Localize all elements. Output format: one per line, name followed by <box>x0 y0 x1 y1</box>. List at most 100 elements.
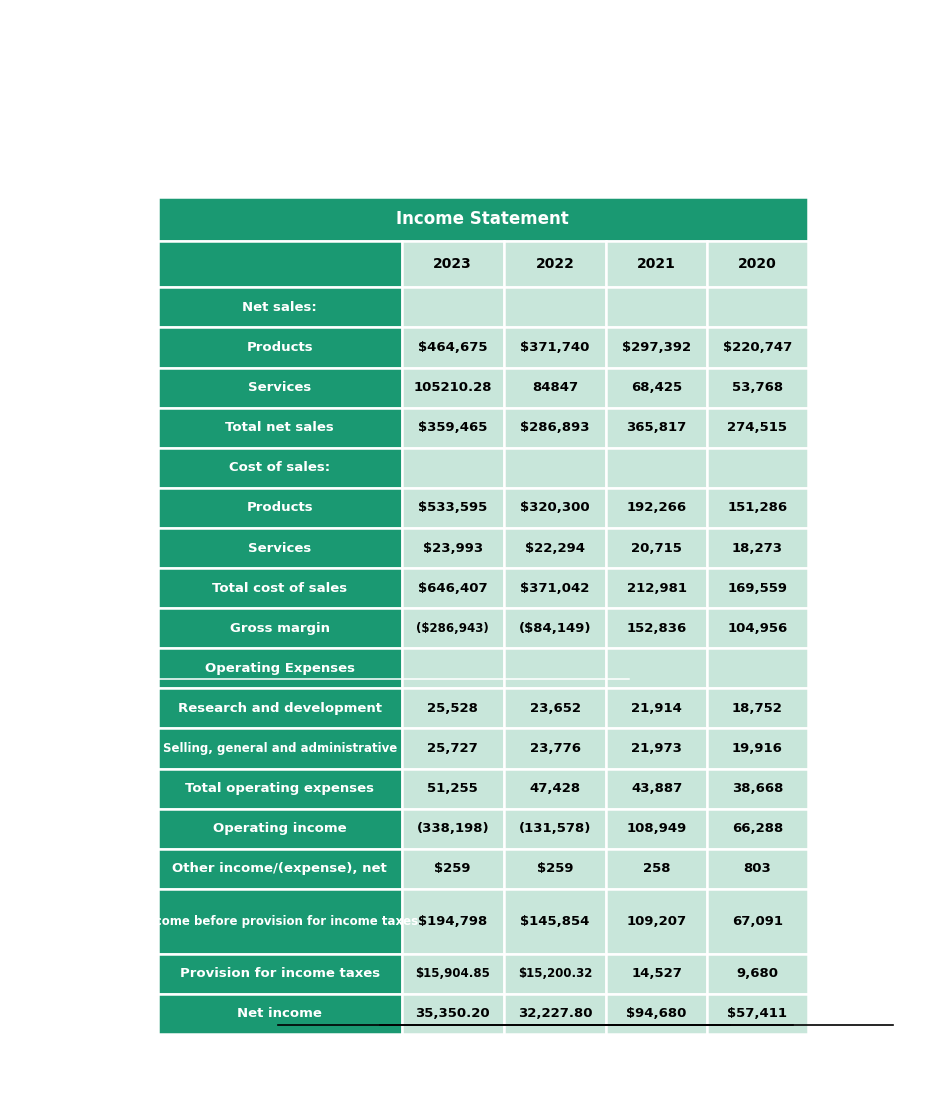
Text: Services: Services <box>248 542 312 554</box>
Text: Net sales:: Net sales: <box>242 301 317 314</box>
FancyBboxPatch shape <box>706 287 807 328</box>
Text: $57,411: $57,411 <box>727 1007 788 1020</box>
Text: 21,973: 21,973 <box>631 742 682 755</box>
Text: Operating Expenses: Operating Expenses <box>204 661 355 675</box>
FancyBboxPatch shape <box>158 648 401 688</box>
FancyBboxPatch shape <box>607 648 706 688</box>
Text: Net income: Net income <box>237 1007 322 1020</box>
FancyBboxPatch shape <box>158 994 401 1034</box>
FancyBboxPatch shape <box>706 954 807 994</box>
FancyBboxPatch shape <box>401 488 504 529</box>
FancyBboxPatch shape <box>504 448 607 488</box>
Text: Services: Services <box>248 381 312 394</box>
Text: $220,747: $220,747 <box>723 341 792 355</box>
FancyBboxPatch shape <box>607 728 706 769</box>
FancyBboxPatch shape <box>158 568 401 608</box>
FancyBboxPatch shape <box>706 488 807 529</box>
Text: Selling, general and administrative: Selling, general and administrative <box>163 742 397 755</box>
Text: 9,680: 9,680 <box>737 967 778 981</box>
Text: 43,887: 43,887 <box>631 782 682 796</box>
Text: $359,465: $359,465 <box>418 421 487 434</box>
FancyBboxPatch shape <box>607 368 706 408</box>
FancyBboxPatch shape <box>504 568 607 608</box>
Text: $320,300: $320,300 <box>520 502 590 514</box>
Text: 23,776: 23,776 <box>529 742 580 755</box>
Text: Total operating expenses: Total operating expenses <box>186 782 374 796</box>
FancyBboxPatch shape <box>401 648 504 688</box>
FancyBboxPatch shape <box>401 608 504 648</box>
FancyBboxPatch shape <box>158 197 807 242</box>
Text: $194,798: $194,798 <box>418 915 487 927</box>
FancyBboxPatch shape <box>607 408 706 448</box>
FancyBboxPatch shape <box>401 287 504 328</box>
Text: $23,993: $23,993 <box>423 542 483 554</box>
FancyBboxPatch shape <box>401 809 504 849</box>
Text: 84847: 84847 <box>532 381 578 394</box>
FancyBboxPatch shape <box>401 849 504 889</box>
FancyBboxPatch shape <box>706 242 807 287</box>
Text: 18,752: 18,752 <box>732 701 783 715</box>
Text: Gross margin: Gross margin <box>230 622 330 635</box>
Text: 32,227.80: 32,227.80 <box>518 1007 593 1020</box>
Text: 25,727: 25,727 <box>428 742 479 755</box>
FancyBboxPatch shape <box>158 889 401 954</box>
Text: Total cost of sales: Total cost of sales <box>212 582 348 595</box>
FancyBboxPatch shape <box>607 488 706 529</box>
Text: 23,652: 23,652 <box>529 701 580 715</box>
Text: 258: 258 <box>642 862 671 875</box>
FancyBboxPatch shape <box>401 954 504 994</box>
Text: 212,981: 212,981 <box>626 582 687 595</box>
FancyBboxPatch shape <box>607 242 706 287</box>
FancyBboxPatch shape <box>607 328 706 368</box>
FancyBboxPatch shape <box>401 529 504 568</box>
FancyBboxPatch shape <box>158 488 401 529</box>
Text: (131,578): (131,578) <box>519 822 592 835</box>
FancyBboxPatch shape <box>706 728 807 769</box>
FancyBboxPatch shape <box>607 769 706 809</box>
FancyBboxPatch shape <box>504 688 607 728</box>
FancyBboxPatch shape <box>706 448 807 488</box>
FancyBboxPatch shape <box>401 728 504 769</box>
FancyBboxPatch shape <box>706 648 807 688</box>
FancyBboxPatch shape <box>158 529 401 568</box>
FancyBboxPatch shape <box>158 608 401 648</box>
FancyBboxPatch shape <box>706 994 807 1034</box>
FancyBboxPatch shape <box>504 488 607 529</box>
FancyBboxPatch shape <box>158 849 401 889</box>
FancyBboxPatch shape <box>607 809 706 849</box>
Text: $464,675: $464,675 <box>418 341 487 355</box>
Text: 274,515: 274,515 <box>727 421 788 434</box>
Text: $15,904.85: $15,904.85 <box>415 967 490 981</box>
Text: 35,350.20: 35,350.20 <box>415 1007 490 1020</box>
Text: Cost of sales:: Cost of sales: <box>229 461 331 474</box>
FancyBboxPatch shape <box>158 408 401 448</box>
Text: 365,817: 365,817 <box>626 421 687 434</box>
FancyBboxPatch shape <box>401 769 504 809</box>
Text: Income before provision for income taxes: Income before provision for income taxes <box>141 915 418 927</box>
Text: 66,288: 66,288 <box>732 822 783 835</box>
FancyBboxPatch shape <box>504 889 607 954</box>
FancyBboxPatch shape <box>504 849 607 889</box>
FancyBboxPatch shape <box>504 608 607 648</box>
Text: Total net sales: Total net sales <box>225 421 334 434</box>
Text: ($286,943): ($286,943) <box>416 622 489 635</box>
Text: 47,428: 47,428 <box>529 782 580 796</box>
FancyBboxPatch shape <box>607 688 706 728</box>
FancyBboxPatch shape <box>504 769 607 809</box>
Text: $259: $259 <box>434 862 471 875</box>
FancyBboxPatch shape <box>607 568 706 608</box>
Text: Products: Products <box>247 502 313 514</box>
FancyBboxPatch shape <box>607 994 706 1034</box>
Text: 20,715: 20,715 <box>631 542 682 554</box>
FancyBboxPatch shape <box>607 448 706 488</box>
FancyBboxPatch shape <box>706 889 807 954</box>
Text: $371,740: $371,740 <box>520 341 590 355</box>
FancyBboxPatch shape <box>158 688 401 728</box>
FancyBboxPatch shape <box>158 242 401 287</box>
FancyBboxPatch shape <box>607 287 706 328</box>
Text: 2023: 2023 <box>433 257 472 271</box>
FancyBboxPatch shape <box>401 568 504 608</box>
FancyBboxPatch shape <box>607 889 706 954</box>
FancyBboxPatch shape <box>607 529 706 568</box>
Text: $259: $259 <box>537 862 574 875</box>
